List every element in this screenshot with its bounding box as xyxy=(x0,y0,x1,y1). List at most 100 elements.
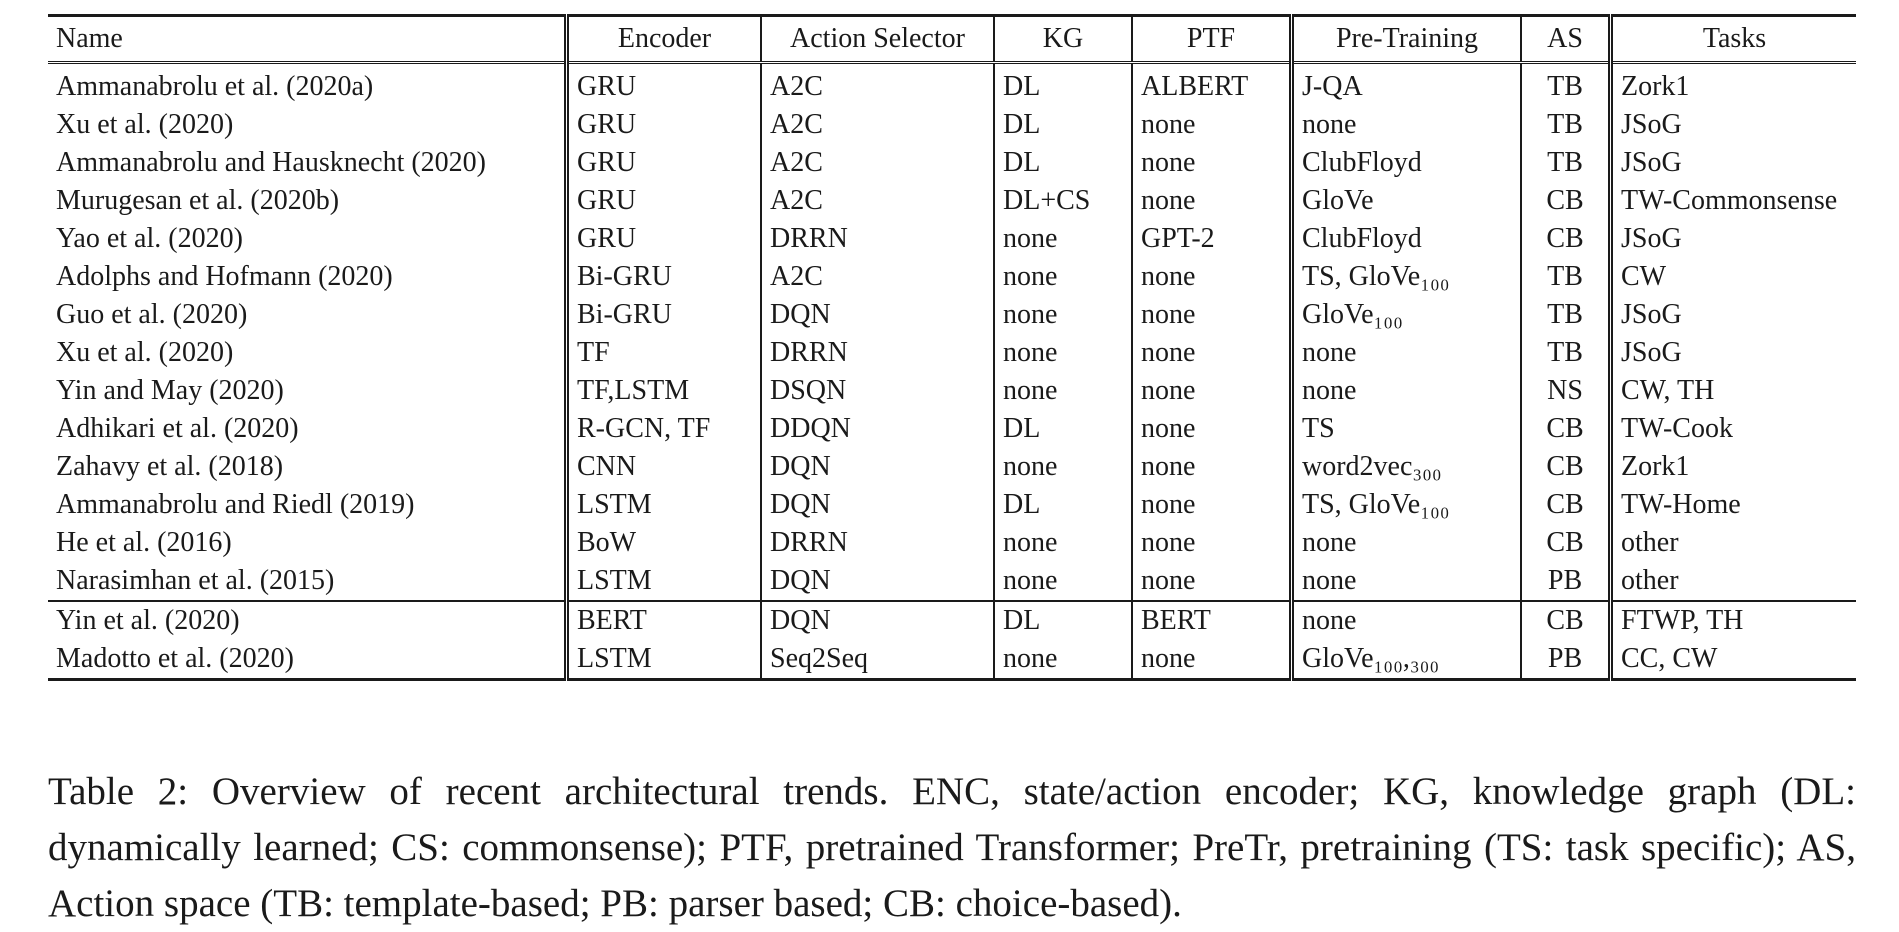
cell-action-selector: DRRN xyxy=(760,334,994,372)
table-caption: Table 2: Overview of recent architectura… xyxy=(48,770,1856,925)
cell-pre-training: GloVe₁₀₀ xyxy=(1289,296,1521,334)
cell-action-selector: DDQN xyxy=(760,410,994,448)
cell-pre-training: TS, GloVe₁₀₀ xyxy=(1289,486,1521,524)
cell-tasks: FTWP, TH xyxy=(1608,600,1856,640)
table-row: Adolphs and Hofmann (2020) Bi-GRU A2C none n… xyxy=(48,258,1856,296)
cell-kg: none xyxy=(993,372,1132,410)
cell-pre-training: none xyxy=(1289,600,1521,640)
cell-tasks: TW-Home xyxy=(1608,486,1856,524)
cell-as: CB xyxy=(1520,182,1611,220)
cell-pre-training: none xyxy=(1289,106,1521,144)
cell-encoder: GRU xyxy=(564,62,761,106)
cell-ptf: none xyxy=(1131,562,1292,601)
cell-name: Yao et al. (2020) xyxy=(56,222,243,254)
cell-name: Yin and May (2020) xyxy=(56,374,284,406)
cell-action-selector: DQN xyxy=(760,562,994,601)
cell-as: CB xyxy=(1520,486,1611,524)
table-row: Adhikari et al. (2020) R-GCN, TF DDQN DL non… xyxy=(48,410,1856,448)
cell-as: CB xyxy=(1520,524,1611,562)
cell-encoder: BERT xyxy=(564,600,761,640)
cell-encoder: LSTM xyxy=(564,562,761,601)
cell-encoder: LSTM xyxy=(564,640,761,681)
architecture-overview-table: Name Encoder Action Selector KG PTF Pre-… xyxy=(48,14,1856,681)
cell-tasks: other xyxy=(1608,562,1856,601)
header-as: AS xyxy=(1520,14,1611,64)
cell-kg: DL xyxy=(993,62,1132,106)
cell-as: PB xyxy=(1520,562,1611,601)
cell-pre-training: GloVe xyxy=(1289,182,1521,220)
cell-ptf: none xyxy=(1131,448,1292,486)
cell-name: Narasimhan et al. (2015) xyxy=(56,564,335,596)
cell-name: Xu et al. (2020) xyxy=(56,108,234,140)
cell-name: Adolphs and Hofmann (2020) xyxy=(56,260,393,292)
cell-kg: DL xyxy=(993,486,1132,524)
cell-ptf: none xyxy=(1131,524,1292,562)
cell-action-selector: DQN xyxy=(760,600,994,640)
cell-encoder: TF,LSTM xyxy=(564,372,761,410)
cell-as: TB xyxy=(1520,258,1611,296)
cell-ptf: none xyxy=(1131,144,1292,182)
cell-kg: none xyxy=(993,220,1132,258)
cell-pre-training: none xyxy=(1289,524,1521,562)
table-row: Ammanabrolu and Riedl (2019) LSTM DQN DL non… xyxy=(48,486,1856,524)
table-row: Xu et al. (2020) GRU A2C DL none none TB JSoG xyxy=(48,106,1856,144)
cell-ptf: BERT xyxy=(1131,600,1292,640)
cell-kg: DL xyxy=(993,600,1132,640)
cell-action-selector: DQN xyxy=(760,296,994,334)
cell-tasks: CW, TH xyxy=(1608,372,1856,410)
table-row: Xu et al. (2020) TF DRRN none none none TB JSoG xyxy=(48,334,1856,372)
cell-pre-training: GloVe₁₀₀,₃₀₀ xyxy=(1289,640,1521,681)
cell-encoder: BoW xyxy=(564,524,761,562)
cell-tasks: other xyxy=(1608,524,1856,562)
cell-action-selector: A2C xyxy=(760,182,994,220)
cell-as: TB xyxy=(1520,144,1611,182)
header-pre-training: Pre-Training xyxy=(1289,14,1521,64)
table-header: Name Encoder Action Selector KG PTF Pre-… xyxy=(48,14,1856,64)
cell-tasks: TW-Cook xyxy=(1608,410,1856,448)
cell-tasks: JSoG xyxy=(1608,334,1856,372)
cell-action-selector: Seq2Seq xyxy=(760,640,994,681)
cell-pre-training: none xyxy=(1289,562,1521,601)
cell-ptf: GPT-2 xyxy=(1131,220,1292,258)
cell-name: Ammanabrolu and Hausknecht (2020) xyxy=(56,146,486,178)
cell-pre-training: ClubFloyd xyxy=(1289,144,1521,182)
cell-name: Adhikari et al. (2020) xyxy=(56,412,299,444)
cell-pre-training: J-QA xyxy=(1289,62,1521,106)
cell-as: TB xyxy=(1520,334,1611,372)
cell-action-selector: A2C xyxy=(760,62,994,106)
cell-pre-training: ClubFloyd xyxy=(1289,220,1521,258)
cell-ptf: none xyxy=(1131,258,1292,296)
cell-tasks: JSoG xyxy=(1608,220,1856,258)
cell-pre-training: none xyxy=(1289,334,1521,372)
table-row: Yao et al. (2020) GRU DRRN none GPT-2 ClubFlo… xyxy=(48,220,1856,258)
cell-ptf: ALBERT xyxy=(1131,62,1292,106)
cell-kg: DL+CS xyxy=(993,182,1132,220)
cell-action-selector: A2C xyxy=(760,144,994,182)
header-name: Name xyxy=(48,14,567,64)
cell-as: NS xyxy=(1520,372,1611,410)
cell-encoder: GRU xyxy=(564,144,761,182)
cell-encoder: GRU xyxy=(564,106,761,144)
cell-as: TB xyxy=(1520,106,1611,144)
cell-kg: none xyxy=(993,334,1132,372)
cell-as: CB xyxy=(1520,448,1611,486)
cell-encoder: CNN xyxy=(564,448,761,486)
cell-as: CB xyxy=(1520,220,1611,258)
cell-name: Ammanabrolu et al. (2020a) xyxy=(56,70,374,102)
table-row: Yin and May (2020) TF,LSTM DSQN none none non… xyxy=(48,372,1856,410)
cell-name: Ammanabrolu and Riedl (2019) xyxy=(56,488,415,520)
cell-tasks: CC, CW xyxy=(1608,640,1856,681)
header-tasks: Tasks xyxy=(1608,14,1856,64)
cell-tasks: CW xyxy=(1608,258,1856,296)
header-action-selector: Action Selector xyxy=(760,14,994,64)
cell-pre-training: TS, GloVe₁₀₀ xyxy=(1289,258,1521,296)
cell-ptf: none xyxy=(1131,334,1292,372)
cell-kg: none xyxy=(993,524,1132,562)
cell-name: Xu et al. (2020) xyxy=(56,336,234,368)
cell-kg: none xyxy=(993,562,1132,601)
cell-as: TB xyxy=(1520,62,1611,106)
header-ptf: PTF xyxy=(1131,14,1292,64)
cell-ptf: none xyxy=(1131,182,1292,220)
table-row: Zahavy et al. (2018) CNN DQN none none word2v… xyxy=(48,448,1856,486)
cell-action-selector: DQN xyxy=(760,486,994,524)
